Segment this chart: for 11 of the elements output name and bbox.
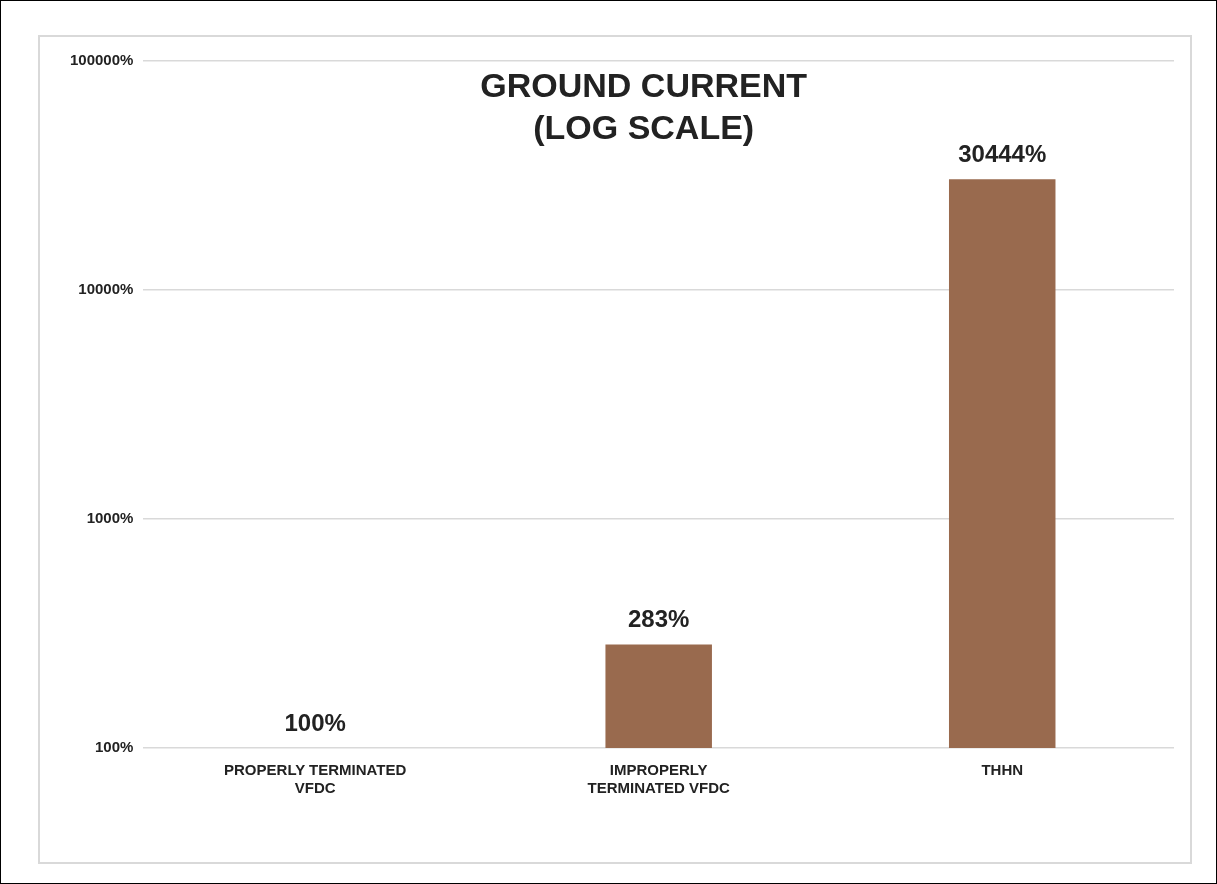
x-tick-label: IMPROPERLY TERMINATED VFDC [587,761,730,797]
data-label: 30444% [958,139,1047,167]
y-tick-label: 1000% [86,509,134,527]
y-tick-label: 10000% [78,280,134,298]
x-tick-label: PROPERLY TERMINATED VFDC [224,761,407,797]
text: GROUND CURRENT (LOG SCALE) [480,66,808,147]
x-tick-label: THHN [981,761,1024,779]
data-label: 283% [628,605,690,633]
y-tick-label: 100% [95,738,134,756]
y-tick-label: 100000% [69,51,134,69]
data-label: 100% [284,708,346,736]
